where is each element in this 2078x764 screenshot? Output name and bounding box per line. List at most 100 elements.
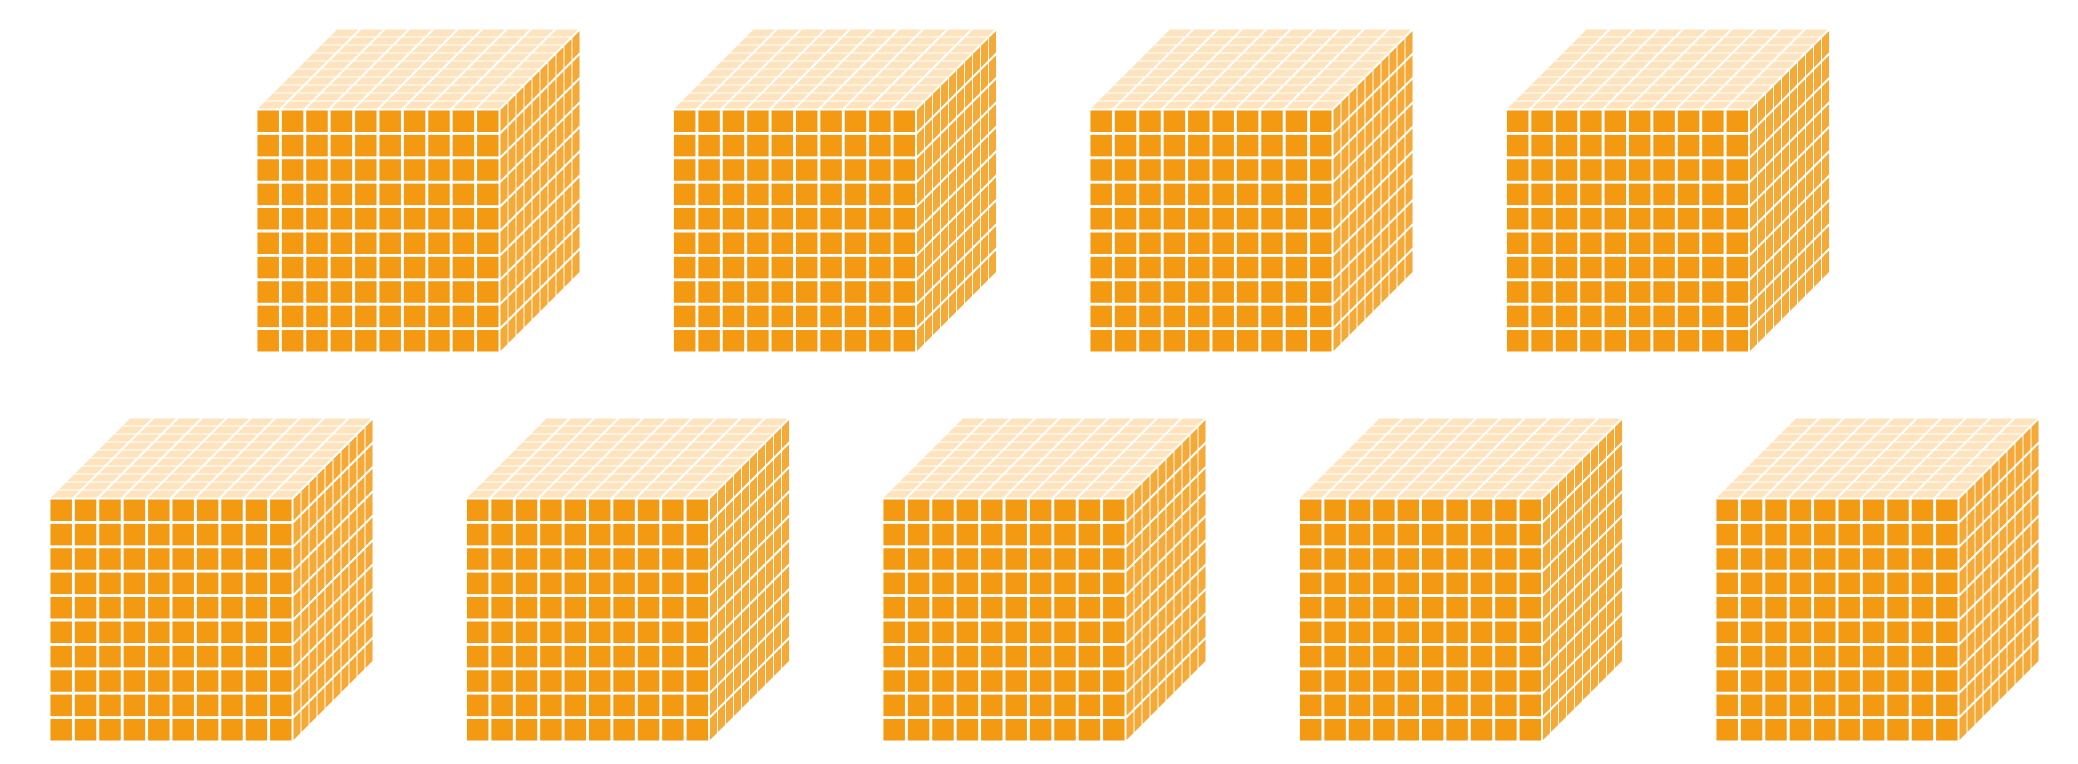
unit-cell (1373, 694, 1395, 717)
unit-cell (277, 434, 307, 442)
unit-cell (452, 256, 475, 279)
unit-cell (1789, 499, 1812, 521)
unit-cell (1991, 606, 1999, 635)
unit-cell (1188, 330, 1210, 352)
unit-cell (714, 61, 743, 69)
unit-cell (747, 232, 769, 254)
unit-cell (1653, 159, 1675, 181)
unit-cell (1333, 322, 1341, 352)
unit-cell (1604, 256, 1627, 279)
unit-cell (1029, 548, 1052, 570)
unit-cell (338, 69, 368, 77)
unit-cell (293, 662, 301, 692)
unit-cell (270, 499, 292, 521)
unit-cell (1324, 572, 1346, 595)
unit-cell (477, 232, 499, 254)
unit-cell (773, 476, 782, 506)
unit-cell (1373, 282, 1381, 312)
unit-cell (836, 37, 865, 45)
unit-cell (333, 525, 341, 554)
unit-cell (1163, 183, 1186, 206)
unit-cell (257, 305, 279, 328)
unit-cell (709, 491, 718, 521)
unit-cell (564, 670, 587, 692)
unit-cell (883, 572, 905, 595)
unit-cell (1574, 508, 1583, 538)
unit-cell (604, 426, 634, 434)
unit-cell (1991, 459, 1999, 489)
unit-cell (883, 499, 905, 521)
unit-cell (1542, 565, 1551, 594)
unit-cell (1090, 305, 1112, 328)
unit-cell (1574, 630, 1583, 660)
unit-cell (956, 233, 965, 263)
unit-cell (548, 54, 556, 84)
unit-cell (722, 330, 745, 352)
unit-cell (1551, 434, 1581, 442)
unit-cell (1486, 450, 1516, 458)
unit-cell (1702, 232, 1724, 254)
unit-cell (1822, 482, 1852, 490)
unit-cell (1261, 183, 1283, 206)
unit-cell (1805, 95, 1814, 125)
unit-cell (1598, 533, 1607, 563)
unit-cell (403, 134, 426, 157)
unit-cell (1590, 443, 1599, 473)
unit-cell (1740, 645, 1763, 668)
unit-cell (403, 330, 426, 352)
unit-cell (956, 442, 985, 450)
unit-cell (941, 29, 971, 37)
unit-cell (325, 630, 333, 660)
unit-cell (1333, 127, 1341, 156)
unit-cell (1975, 695, 1983, 725)
unit-cell (1365, 266, 1373, 295)
unit-cell (428, 101, 458, 109)
unit-cell (532, 70, 540, 100)
unit-cell (501, 77, 531, 85)
unit-cell (1614, 493, 1623, 522)
unit-cell (270, 466, 299, 474)
unit-cell (1029, 572, 1052, 595)
unit-cell (123, 621, 146, 643)
unit-cell (1114, 232, 1137, 254)
unit-cell (1381, 201, 1389, 230)
unit-cell (1405, 152, 1413, 182)
unit-cell (317, 467, 325, 497)
unit-cell (964, 103, 973, 133)
unit-cell (1373, 258, 1381, 287)
unit-cell (1742, 61, 1772, 69)
unit-cell (765, 631, 774, 660)
unit-cell (1054, 499, 1076, 521)
unit-cell (787, 37, 816, 45)
cube-front (257, 110, 499, 352)
unit-cell (2015, 533, 2023, 563)
unit-cell (948, 70, 957, 100)
unit-cell (548, 176, 556, 206)
unit-cell (883, 645, 905, 668)
unit-cell (980, 442, 1010, 450)
unit-cell (1741, 490, 1770, 498)
unit-cell (972, 193, 981, 222)
unit-cell (869, 101, 899, 109)
unit-cell (1174, 639, 1182, 668)
unit-cell (1212, 232, 1234, 254)
unit-cell (1959, 613, 1967, 643)
unit-cell (1134, 557, 1142, 586)
unit-cell (196, 548, 219, 570)
unit-cell (1653, 53, 1682, 61)
unit-cell (1588, 93, 1618, 101)
unit-cell (1421, 499, 1444, 521)
unit-cell (1188, 110, 1210, 132)
unit-cell (1773, 127, 1782, 157)
unit-cell (140, 474, 169, 482)
unit-cell (1158, 630, 1166, 660)
unit-cell (1718, 61, 1747, 69)
unit-cell (1838, 694, 1860, 717)
unit-cell (588, 597, 611, 619)
unit-cell (1357, 298, 1365, 328)
unit-cell (132, 482, 161, 490)
unit-cell (733, 541, 742, 570)
unit-cell (1612, 45, 1641, 53)
unit-cell (309, 500, 317, 529)
